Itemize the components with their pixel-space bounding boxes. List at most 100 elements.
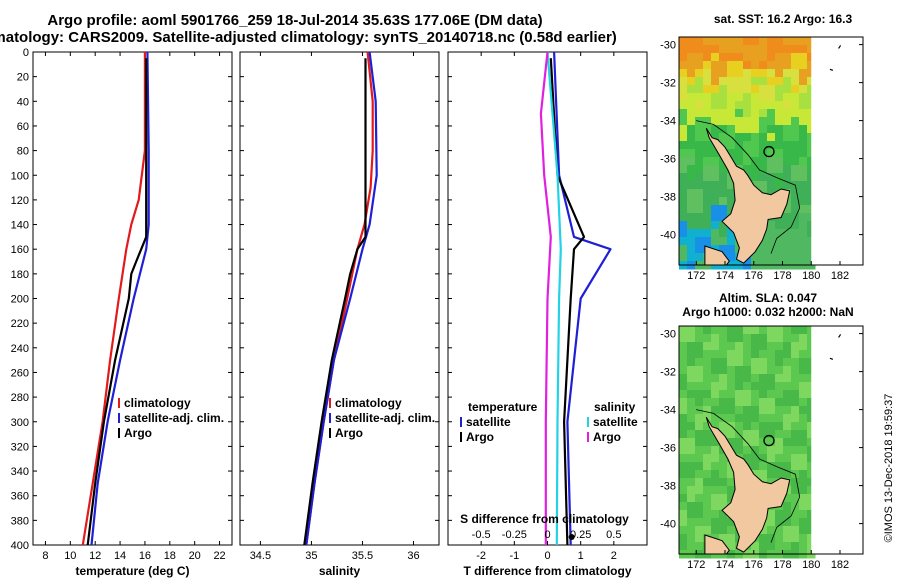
- sla-map-xtick-label: 180: [802, 559, 820, 571]
- sst-map-cell: [799, 165, 808, 174]
- sla-map-cell: [679, 542, 688, 551]
- temperature-ytick-label: 300: [11, 417, 29, 429]
- sst-map-cell: [687, 37, 696, 46]
- sst-map-cell: [735, 45, 744, 54]
- sst-map-cell: [727, 237, 736, 246]
- sla-map-cell: [703, 502, 712, 511]
- sst-map-cell: [775, 37, 784, 46]
- sla-map-cell: [727, 334, 736, 343]
- sla-map-cell: [711, 446, 720, 455]
- sst-map-cell: [679, 229, 688, 238]
- sst-map-xtick-label: 182: [831, 270, 849, 282]
- sst-map-cell: [759, 85, 768, 94]
- temperature-ytick-label: 80: [17, 146, 29, 158]
- sst-map-cell: [719, 237, 728, 246]
- sst-map-cell: [743, 61, 752, 70]
- sla-map-cell: [759, 542, 768, 551]
- sla-map-cell: [703, 494, 712, 503]
- sla-map-cell: [767, 534, 776, 543]
- sst-map-cell: [727, 229, 736, 238]
- sst-map-cell: [791, 69, 800, 78]
- sst-map-ytick-label: -40: [660, 230, 676, 242]
- sst-map-cell: [695, 133, 704, 142]
- sla-map-cell: [759, 414, 768, 423]
- sst-map-cell: [735, 109, 744, 118]
- sst-map-cell: [743, 157, 752, 166]
- sla-map-cell: [799, 390, 808, 399]
- sla-map-cell: [719, 398, 728, 407]
- sla-map-cell: [719, 526, 728, 535]
- sst-map-cell: [767, 221, 776, 230]
- sla-map-cell: [719, 374, 728, 383]
- sst-map-cell: [743, 77, 752, 86]
- sst-map-cell: [751, 61, 760, 70]
- sla-map-cell: [767, 478, 776, 487]
- sst-map-cell: [799, 109, 808, 118]
- sst-map-cell: [687, 61, 696, 70]
- sla-map-cell: [735, 358, 744, 367]
- sla-map-cell: [727, 518, 736, 527]
- sst-map-cell: [695, 101, 704, 110]
- sst-map-cell: [791, 245, 800, 254]
- sst-map-cell: [703, 181, 712, 190]
- sla-map-cell: [703, 374, 712, 383]
- sla-map-cell: [687, 534, 696, 543]
- sla-map-cell: [759, 358, 768, 367]
- sla-map-cell: [791, 542, 800, 551]
- sst-map-cell: [703, 157, 712, 166]
- sst-map-cell: [687, 85, 696, 94]
- sla-map-cell: [679, 326, 688, 335]
- sla-map-cell: [703, 510, 712, 519]
- sla-map-cell: [695, 438, 704, 447]
- sla-map-cell: [799, 470, 808, 479]
- sst-map-cell: [767, 237, 776, 246]
- sla-map-islets: [829, 334, 842, 360]
- sst-map-cell: [759, 133, 768, 142]
- sst-map-cell: [703, 141, 712, 150]
- sla-map-cell: [687, 470, 696, 479]
- sla-map-cell: [719, 326, 728, 335]
- sst-map-cell: [703, 37, 712, 46]
- sla-map-cell: [703, 454, 712, 463]
- sst-map-cell: [679, 197, 688, 206]
- sst-map-cell: [727, 109, 736, 118]
- sst-map-cell: [679, 245, 688, 254]
- sst-map-cell: [743, 149, 752, 158]
- sst-map-cell: [703, 85, 712, 94]
- sst-map-cell: [799, 149, 808, 158]
- sst-map-cell: [775, 149, 784, 158]
- sla-map-cell: [775, 398, 784, 407]
- sla-map-cell: [727, 406, 736, 415]
- sla-map-cell: [695, 398, 704, 407]
- sst-map-cell: [775, 165, 784, 174]
- sla-map-cell: [735, 390, 744, 399]
- sst-map-cell: [711, 165, 720, 174]
- sst-map-cell: [799, 77, 808, 86]
- sst-map-cell: [695, 93, 704, 102]
- sla-map-cell: [703, 438, 712, 447]
- sla-map-cell: [751, 414, 760, 423]
- sla-map-cell: [767, 390, 776, 399]
- sla-map-cell: [799, 374, 808, 383]
- sla-map-cell: [703, 334, 712, 343]
- sla-map-cell: [759, 374, 768, 383]
- sla-map-cell: [703, 462, 712, 471]
- sst-map-cell: [767, 61, 776, 70]
- sla-map-cell: [727, 382, 736, 391]
- sla-map-cell: [767, 542, 776, 551]
- temperature-xtick-label: 14: [114, 550, 126, 562]
- sla-map-cell: [767, 430, 776, 439]
- sla-map-cell: [719, 494, 728, 503]
- sst-map-cell: [751, 117, 760, 126]
- sst-map-cell: [783, 149, 792, 158]
- sst-map-cell: [791, 229, 800, 238]
- sst-map-cell: [767, 125, 776, 134]
- sla-map: 172 174 176 178 180 182 -30 -32 -34 -36 -38 -40: [660, 325, 864, 571]
- sst-map-cell: [727, 245, 736, 254]
- sla-map-cell: [727, 326, 736, 335]
- sst-map-cell: [799, 213, 808, 222]
- sla-map-cell: [727, 342, 736, 351]
- sla-map-cell: [751, 454, 760, 463]
- sst-map-xtick-label: 180: [802, 270, 820, 282]
- sla-map-cell: [679, 454, 688, 463]
